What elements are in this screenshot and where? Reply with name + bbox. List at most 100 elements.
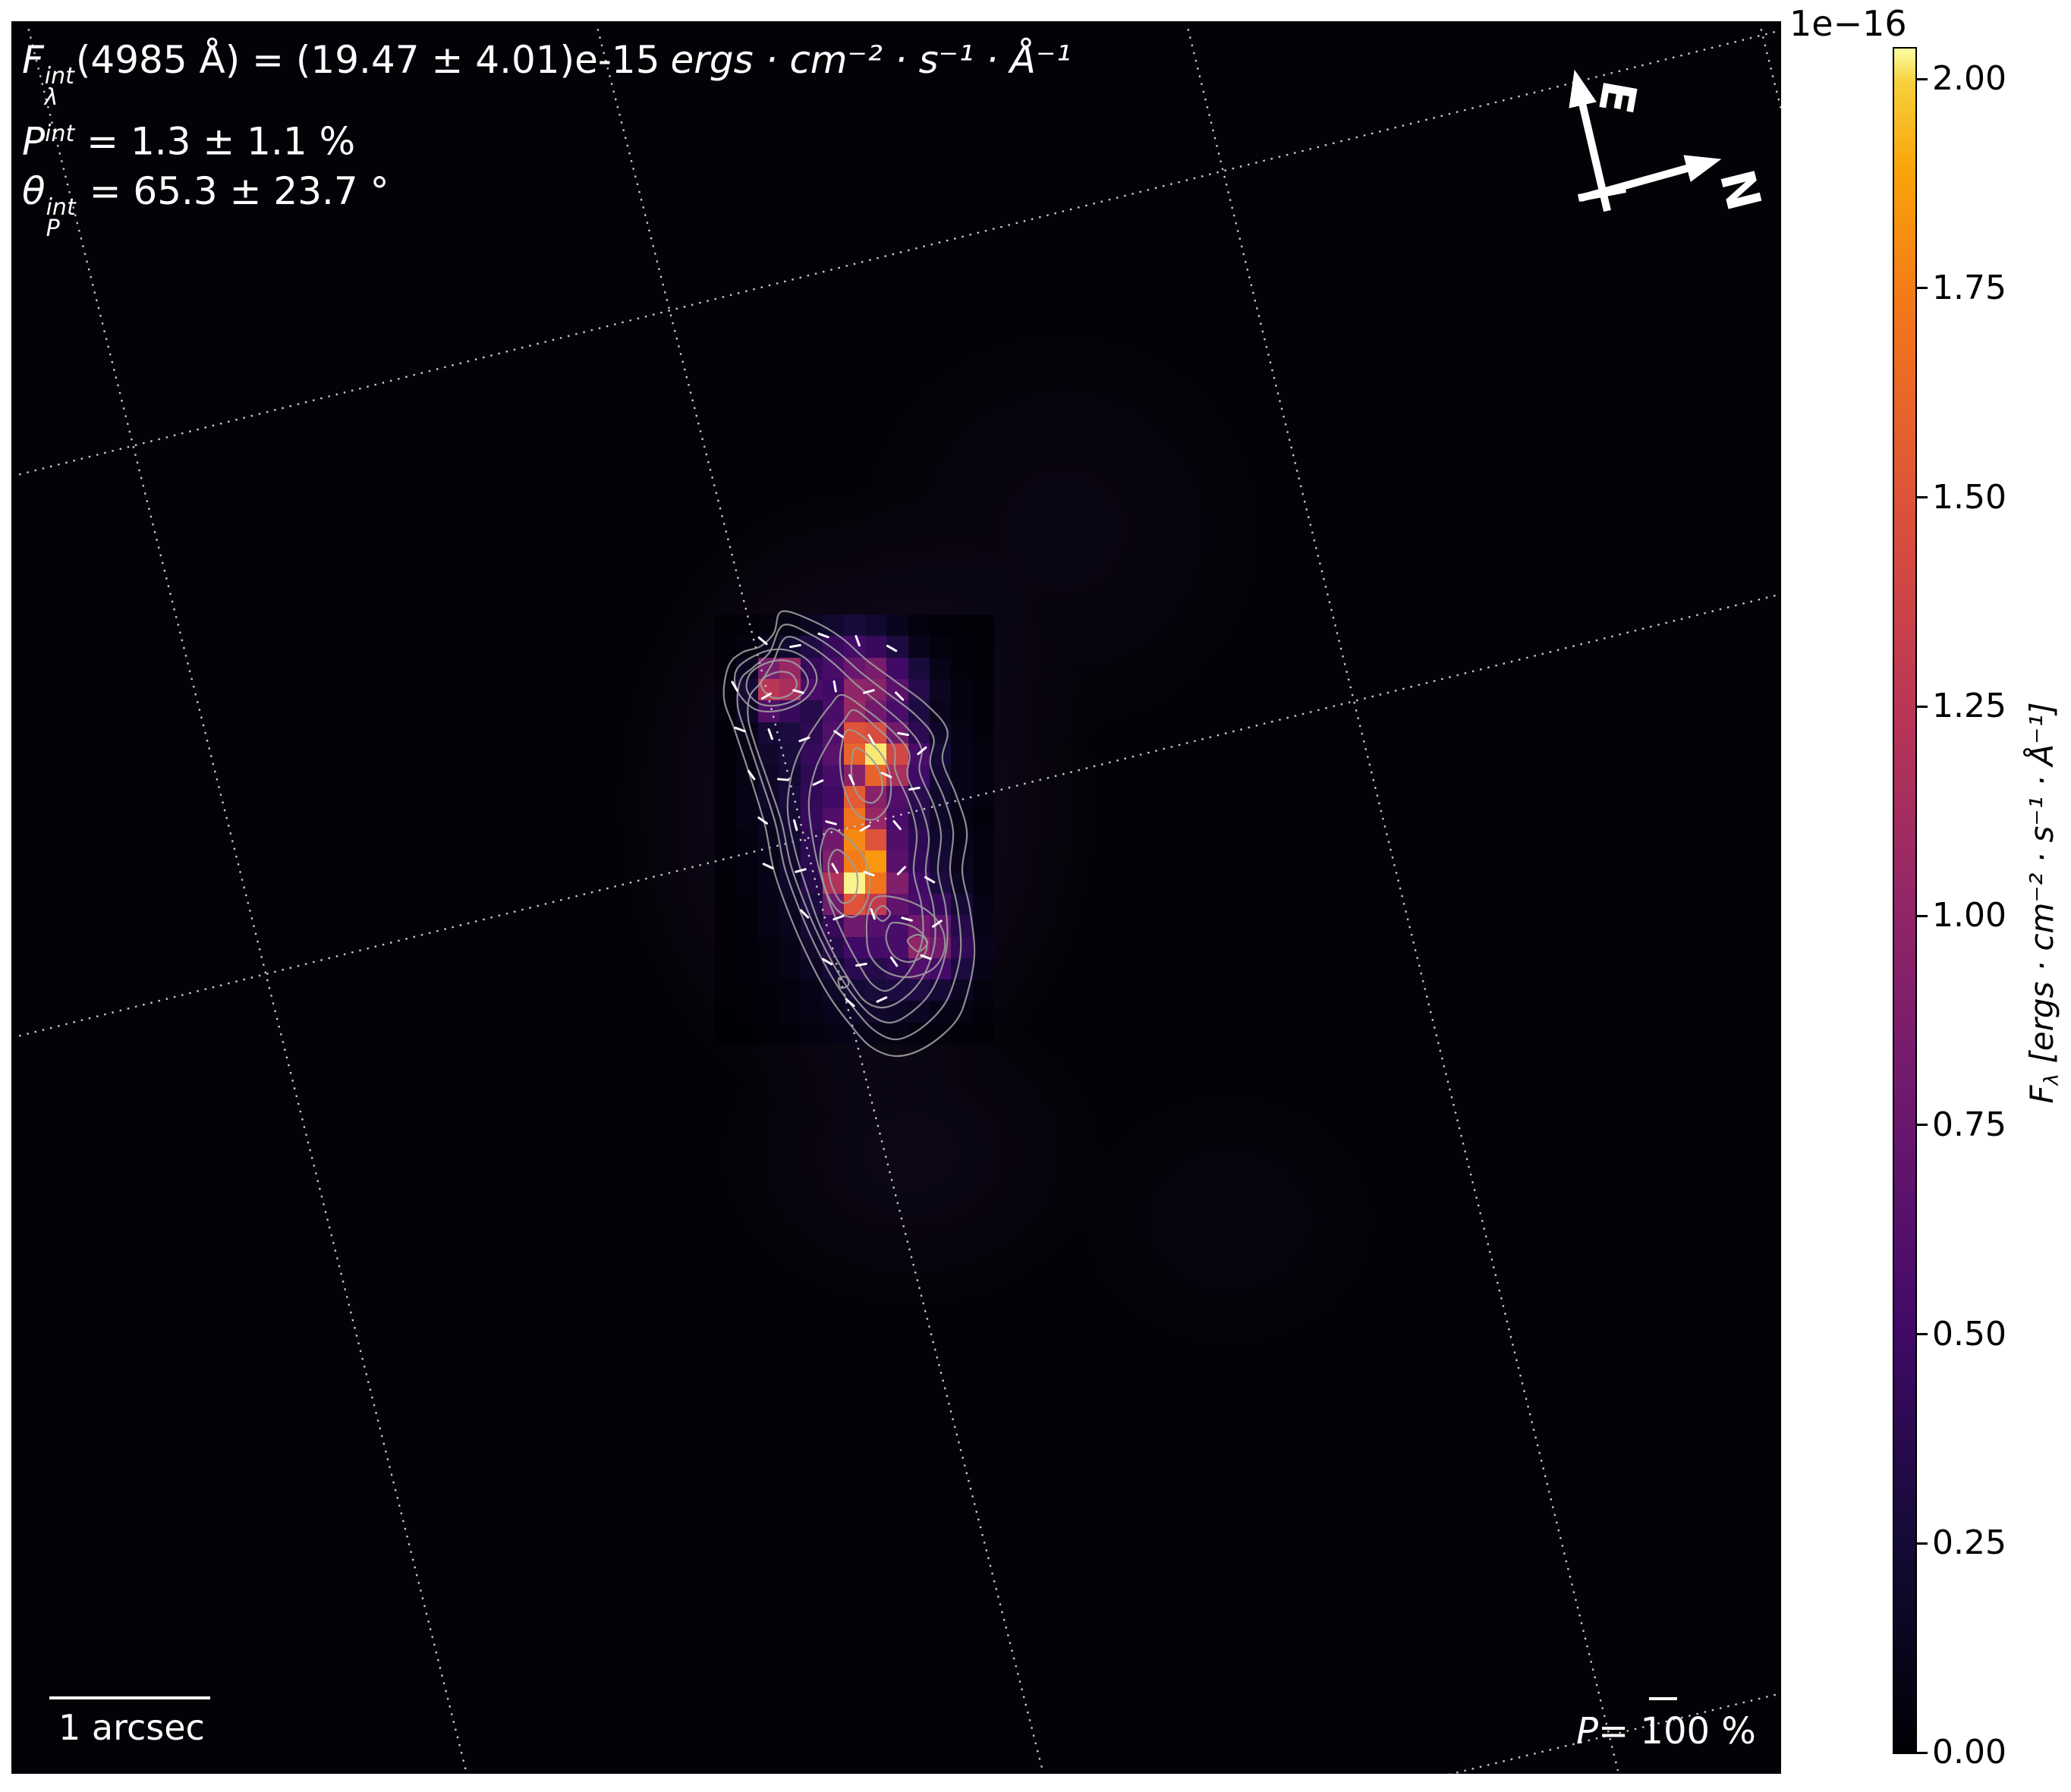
- annotation-polarization: Pint = 1.3 ± 1.1 %: [22, 119, 356, 164]
- heatmap-cell: [843, 915, 866, 938]
- heatmap-cell: [736, 1022, 759, 1045]
- heatmap-cell: [757, 957, 780, 980]
- colorbar-tick: [1917, 1542, 1928, 1545]
- heatmap-cell: [736, 936, 759, 959]
- colorbar-axis-label: Fλ [ergs · cm⁻² · s⁻¹ · Å⁻¹]: [2022, 702, 2063, 1104]
- heatmap-cell: [843, 700, 866, 723]
- polarization-reference-bar: [1649, 1697, 1677, 1700]
- heatmap-cell: [822, 786, 845, 809]
- heatmap-cell: [972, 829, 995, 851]
- heatmap-cell: [908, 829, 930, 851]
- heatmap-cell: [951, 678, 974, 701]
- heatmap-cell: [930, 678, 952, 701]
- heatmap-cell: [908, 636, 930, 659]
- heatmap-cell: [779, 936, 801, 959]
- colorbar: [1893, 47, 1917, 1754]
- heatmap-cell: [886, 743, 909, 766]
- contour-line: [837, 976, 850, 989]
- contour-line: [873, 904, 892, 923]
- heatmap-cell: [715, 1022, 737, 1045]
- colorbar-tick-label: 1.25: [1932, 687, 2006, 726]
- heatmap-cell: [908, 678, 930, 701]
- heatmap-cell: [972, 1001, 995, 1023]
- compass-north-arrow: [1579, 163, 1694, 202]
- heatmap-cell: [972, 979, 995, 1001]
- heatmap-cell: [930, 636, 952, 659]
- contour-line: [733, 648, 818, 713]
- heatmap-cell: [736, 1001, 759, 1023]
- heatmap-cell: [865, 915, 887, 938]
- heatmap-cell: [715, 957, 737, 980]
- heatmap-cell: [715, 765, 737, 787]
- heatmap-cell: [801, 1001, 823, 1023]
- heatmap-cell: [779, 786, 801, 809]
- contour-line: [819, 827, 871, 918]
- compass-north-arrowhead: [1683, 155, 1722, 182]
- heatmap-cell: [843, 936, 866, 959]
- heatmap-cell: [972, 850, 995, 873]
- contour-line: [722, 610, 976, 1058]
- heatmap-cell: [930, 657, 952, 680]
- heatmap-cell: [801, 657, 823, 680]
- theta-symbol: θ: [22, 169, 46, 214]
- scalebar-label: 1 arcsec: [58, 1707, 205, 1748]
- heatmap-cell: [843, 743, 866, 766]
- colorbar-tick: [1917, 1124, 1928, 1127]
- colorbar-tick: [1917, 914, 1928, 917]
- heatmap-cell: [822, 1022, 845, 1045]
- colorbar-tick-label: 1.00: [1932, 896, 2006, 935]
- heatmap-cell: [865, 829, 887, 851]
- contour-line: [827, 848, 859, 904]
- grid-line-horizontal: [11, 29, 1781, 478]
- colorbar-tick-label: 1.75: [1932, 268, 2006, 307]
- heatmap-cell: [951, 615, 974, 637]
- colorbar-tick-label: 0.00: [1932, 1733, 2006, 1772]
- heatmap-cell: [951, 636, 974, 659]
- heatmap-cell: [972, 872, 995, 894]
- colorbar-tick-label: 1.50: [1932, 477, 2006, 517]
- heatmap-cell: [972, 915, 995, 938]
- heatmap-cell: [886, 1022, 909, 1045]
- heatmap-cell: [886, 1001, 909, 1023]
- heatmap-cell: [715, 936, 737, 959]
- heatmap-cell: [757, 979, 780, 1001]
- grid-line-horizontal: [11, 593, 1781, 1039]
- heatmap-cell: [951, 1022, 974, 1045]
- heatmap-cell: [843, 636, 866, 659]
- compass: E N: [1569, 69, 1772, 216]
- colorbar-tick: [1917, 496, 1928, 498]
- heatmap-cell: [972, 722, 995, 744]
- heatmap-cell: [951, 957, 974, 980]
- heatmap-cell: [843, 872, 866, 894]
- heatmap-cell: [908, 615, 930, 637]
- heatmap-cell: [930, 850, 952, 873]
- heatmap-cell: [822, 657, 845, 680]
- heatmap-cell: [822, 807, 845, 830]
- heatmap-cell: [757, 850, 780, 873]
- heatmap-cell: [715, 829, 737, 851]
- heatmap-cell: [779, 722, 801, 744]
- flux-contours: [722, 610, 976, 1058]
- colorbar-tick-label: 0.50: [1932, 1314, 2006, 1353]
- heatmap-cell: [757, 1001, 780, 1023]
- heatmap-cell: [865, 957, 887, 980]
- flux-symbol: F: [22, 38, 44, 82]
- heatmap-cell: [843, 829, 866, 851]
- heatmap-cell: [951, 915, 974, 938]
- heatmap-cell: [951, 657, 974, 680]
- heatmap-cell: [865, 615, 887, 637]
- contour-line: [865, 894, 946, 979]
- heatmap-cell: [736, 957, 759, 980]
- heatmap-cell: [801, 957, 823, 980]
- contour-line: [747, 636, 949, 1024]
- heatmap-cell: [715, 636, 737, 659]
- heatmap-cell: [779, 1022, 801, 1045]
- heatmap-cell: [951, 743, 974, 766]
- heatmap-cell: [951, 722, 974, 744]
- heatmap-cell: [972, 700, 995, 723]
- heatmap-cell: [801, 1022, 823, 1045]
